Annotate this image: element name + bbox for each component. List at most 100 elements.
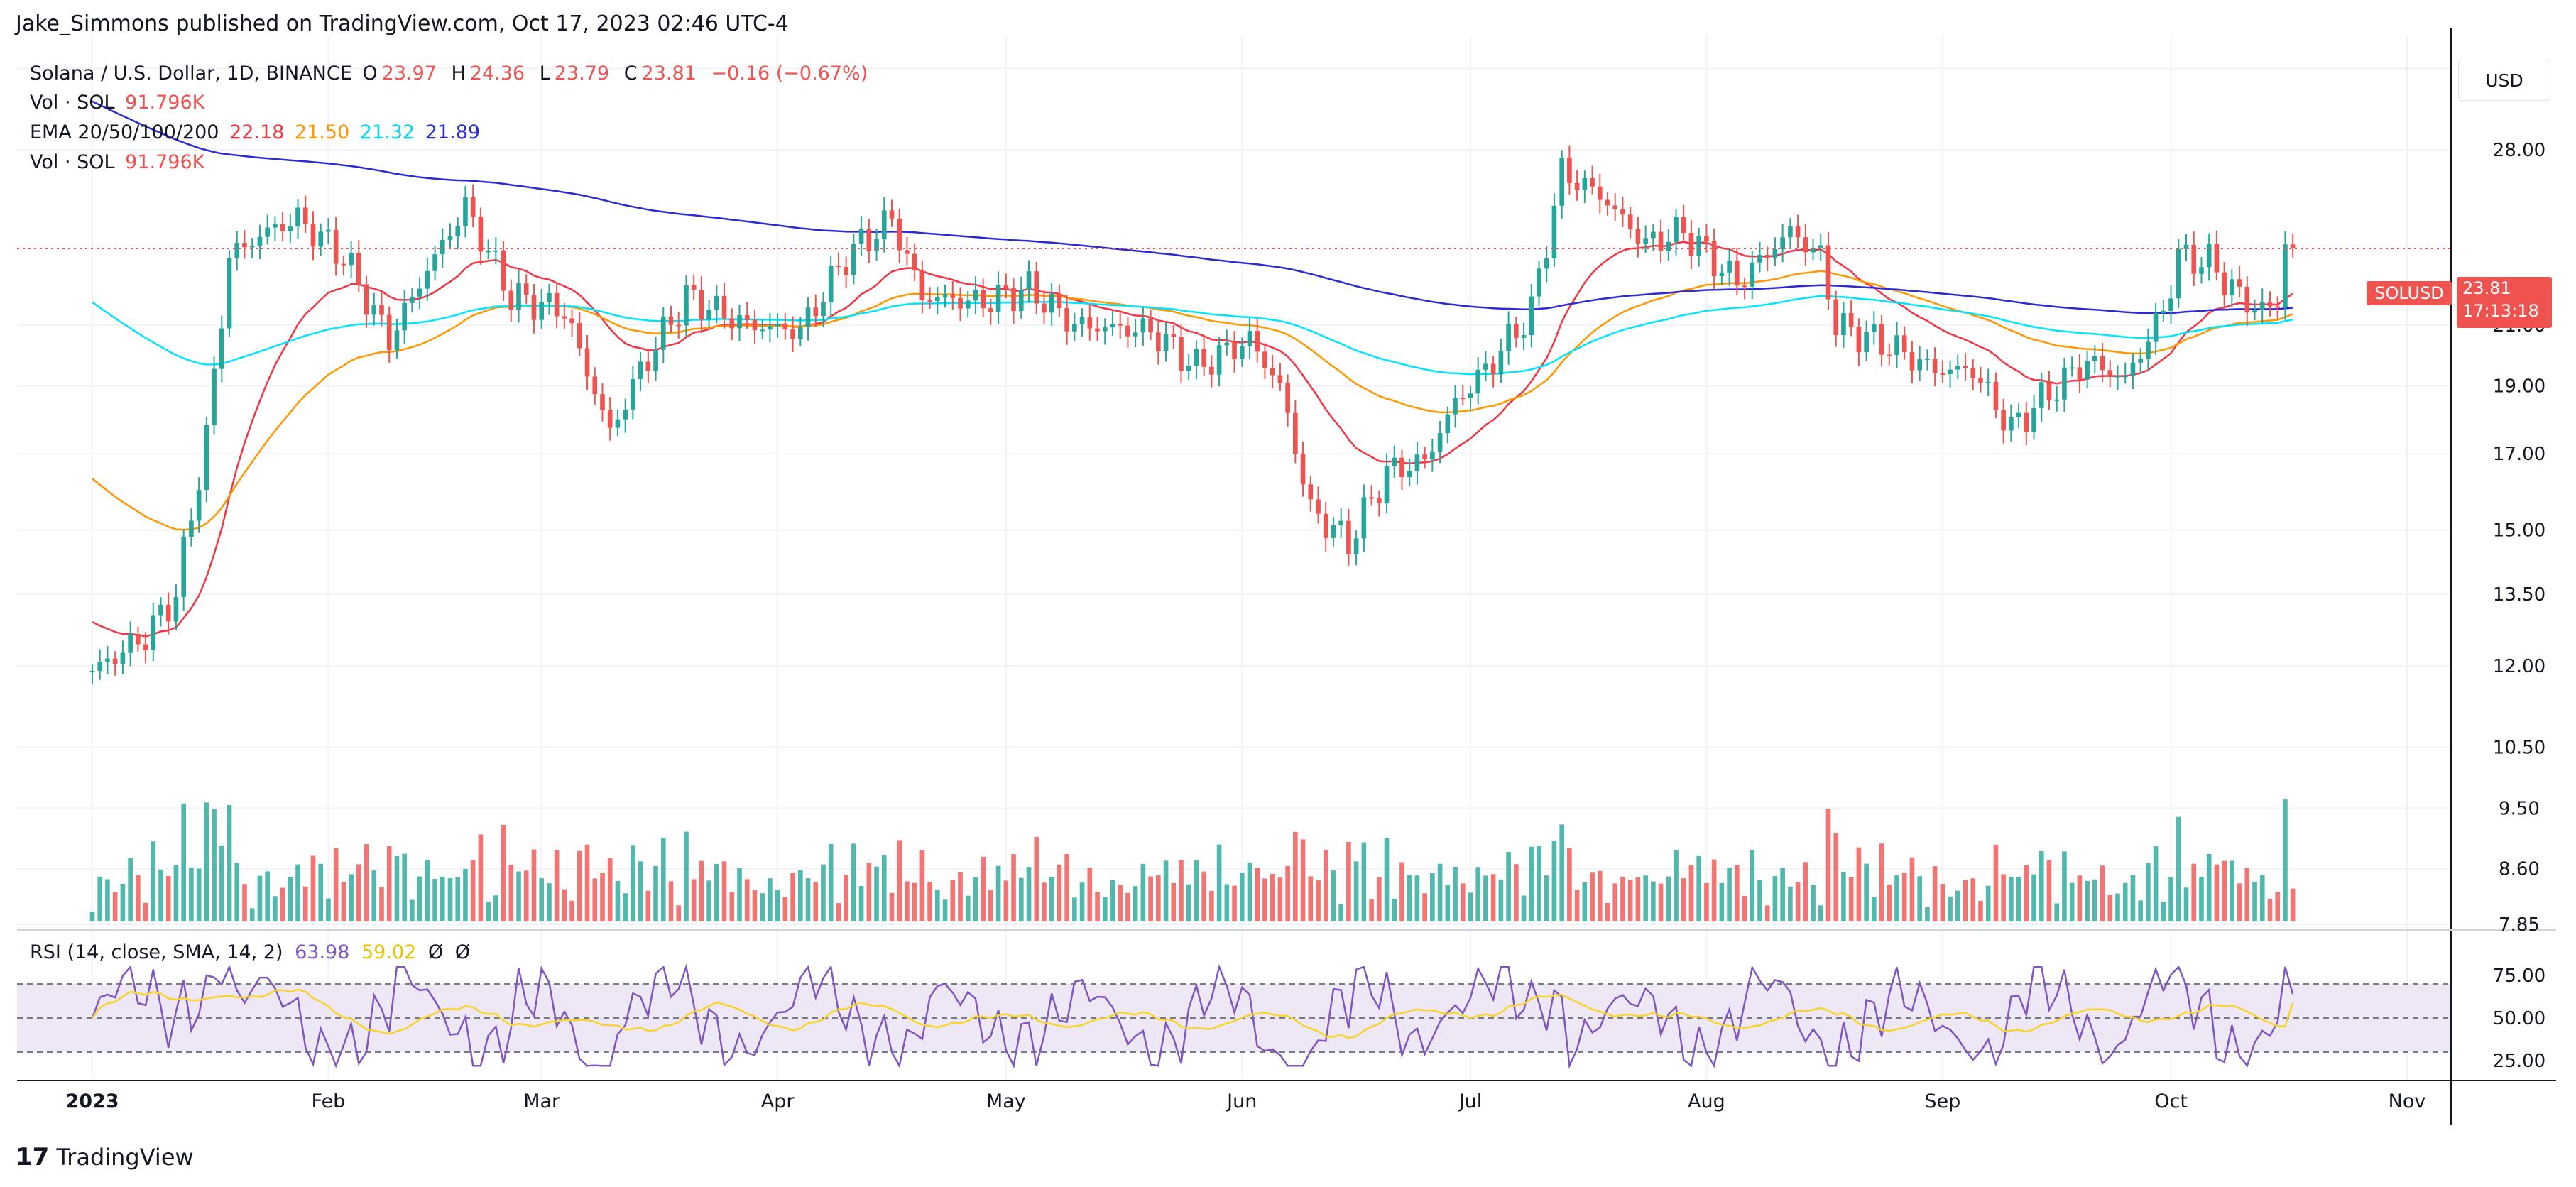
volume-bar (2275, 892, 2281, 921)
volume-bar (1651, 881, 1656, 921)
volume-bar (874, 866, 879, 921)
volume-bar (988, 889, 993, 921)
candle (1772, 248, 1778, 258)
ema200-line (92, 100, 2293, 314)
volume-bar (410, 899, 415, 921)
volume-bar (1232, 885, 1237, 921)
close-label: C (623, 62, 638, 84)
volume-bar (965, 895, 971, 921)
candle (584, 348, 590, 377)
volume-bar (912, 882, 917, 921)
volume-bar (1529, 846, 1534, 921)
volume-bar (1300, 839, 1306, 921)
volume-bar (1887, 884, 1892, 921)
volume-bar (821, 864, 826, 921)
candle (1498, 351, 1504, 375)
candle (942, 294, 948, 297)
candle (1003, 284, 1009, 288)
volume-bar (1658, 883, 1664, 921)
candle (684, 285, 689, 326)
candle (2122, 376, 2128, 378)
candle (1064, 308, 1069, 332)
candle (204, 425, 209, 491)
candle (1727, 260, 1732, 273)
ema20-value: 22.18 (229, 121, 285, 143)
rsi-tick-label: 25.00 (2493, 1051, 2545, 1072)
candle (341, 263, 346, 266)
candle (356, 253, 361, 285)
volume-bar (1498, 879, 1504, 921)
ema50-value: 21.50 (294, 121, 350, 143)
candle (2206, 244, 2212, 268)
volume-bar (478, 834, 484, 921)
candle (1993, 381, 1999, 410)
volume-bar (1483, 875, 1488, 921)
candle (676, 324, 682, 327)
volume-bar (1346, 841, 1351, 921)
candle (326, 229, 331, 232)
time-tick-label: Jun (1226, 1090, 1257, 1112)
volume-bar (1468, 892, 1473, 921)
candle (2230, 279, 2234, 296)
candle (1917, 359, 1923, 371)
candle (120, 652, 126, 664)
volume-bar (425, 860, 430, 921)
candle (1537, 268, 1541, 297)
candle (1346, 520, 1351, 554)
volume-bar (539, 878, 545, 921)
candle (668, 316, 674, 325)
volume-bar (1925, 907, 1930, 921)
rsi-line (91, 963, 2294, 1069)
candle (1072, 324, 1077, 332)
candle (1948, 369, 1953, 375)
candle (965, 300, 971, 309)
currency-button[interactable]: USD (2458, 60, 2550, 101)
volume-bar (1407, 875, 1412, 921)
candle (2115, 376, 2120, 378)
volume-bar (2146, 863, 2151, 921)
candle (1468, 393, 1473, 398)
candle (660, 316, 666, 350)
candle (318, 231, 324, 247)
tradingview-brand[interactable]: 17 TradingView (16, 1143, 194, 1171)
candle (1338, 520, 1344, 525)
candle (1544, 258, 1549, 269)
candle (2077, 367, 2083, 380)
candle (2168, 298, 2173, 311)
volume-bar (1414, 875, 1420, 921)
candle (881, 210, 887, 239)
volume-bar (2267, 899, 2273, 921)
volume-bar (1788, 886, 1793, 921)
volume-bar (828, 843, 834, 921)
volume-bar (356, 864, 361, 921)
candle (1620, 209, 1625, 215)
candle (2237, 279, 2242, 287)
candle (173, 596, 179, 622)
volume-bar (1612, 883, 1618, 921)
candle (1666, 241, 1671, 251)
volume-bar (189, 868, 194, 921)
volume-bar (1856, 847, 1862, 921)
candle (1285, 383, 1290, 413)
volume-bar (1643, 875, 1648, 921)
price-tick-label: 15.00 (2493, 520, 2545, 541)
volume-bar (2252, 881, 2257, 921)
candle (821, 302, 826, 317)
volume-bar (897, 840, 902, 921)
candle (2222, 272, 2227, 296)
volume-bar (653, 865, 658, 921)
candle (1201, 349, 1206, 367)
volume-bar (1064, 853, 1069, 921)
candle (1316, 499, 1321, 514)
candle (1095, 328, 1100, 332)
rsi-sma-value: 59.02 (361, 941, 417, 963)
volume-bar (2138, 900, 2143, 921)
volume-bar (1803, 862, 1808, 921)
volume-bar (470, 860, 476, 921)
candle (181, 537, 187, 597)
volume-bar (782, 897, 788, 921)
volume-bar (889, 892, 895, 921)
volume-bar (455, 877, 461, 921)
candle (1026, 271, 1032, 290)
